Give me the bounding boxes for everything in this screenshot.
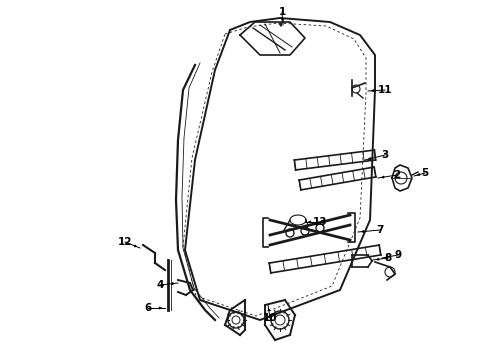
Text: 11: 11	[378, 85, 392, 95]
Text: 13: 13	[313, 217, 327, 227]
Text: 8: 8	[384, 253, 392, 263]
Text: 6: 6	[145, 303, 151, 313]
Text: 2: 2	[393, 170, 401, 180]
Text: 10: 10	[263, 313, 277, 323]
Text: 5: 5	[421, 168, 429, 178]
Text: 7: 7	[376, 225, 384, 235]
Text: 9: 9	[394, 250, 402, 260]
Text: 3: 3	[381, 150, 389, 160]
Text: 12: 12	[118, 237, 132, 247]
Text: 4: 4	[156, 280, 164, 290]
Text: 1: 1	[278, 7, 286, 17]
